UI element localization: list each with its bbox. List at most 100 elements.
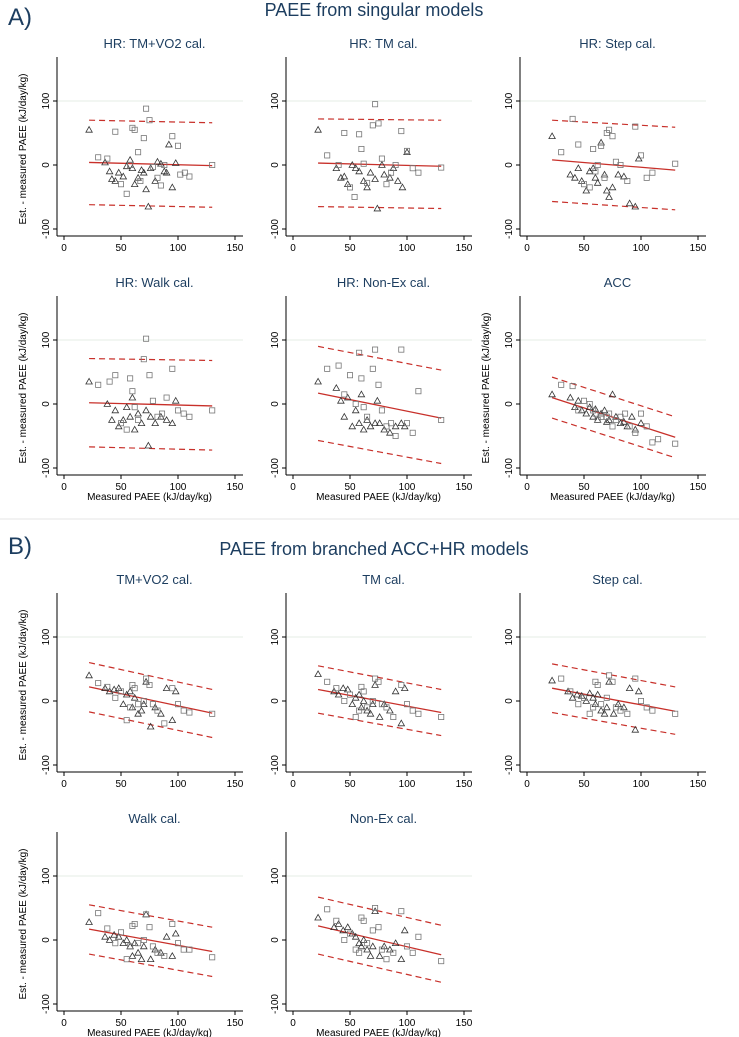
regression-line xyxy=(317,925,442,956)
square-point xyxy=(383,704,390,711)
square-point xyxy=(632,675,639,682)
y-tick-label: -100 xyxy=(504,755,515,775)
square-point xyxy=(95,910,102,917)
triangle-point xyxy=(348,700,357,707)
triangle-point xyxy=(142,185,150,193)
square-point xyxy=(409,165,416,172)
square-point xyxy=(209,161,216,168)
square-point xyxy=(378,407,385,414)
triangle-point xyxy=(597,138,605,146)
y-axis-label: Est. - measured PAEE (kJ/day/kg) xyxy=(18,610,29,761)
panel-title: Non-Ex cal. xyxy=(350,811,417,826)
x-tick-label: 100 xyxy=(399,779,416,790)
square-point xyxy=(169,365,176,372)
triangle-point xyxy=(128,951,137,959)
triangle-point xyxy=(600,406,609,414)
x-tick-label: 150 xyxy=(456,779,473,790)
square-point xyxy=(135,416,142,423)
square-point xyxy=(333,685,340,692)
square-point xyxy=(146,117,153,124)
square-point xyxy=(169,921,176,928)
x-tick-label: 100 xyxy=(170,779,187,790)
chart-panel: HR: Non-Ex cal.0 50 100 150-1000100Measured… xyxy=(270,275,473,503)
square-point xyxy=(392,161,399,168)
triangle-point xyxy=(128,393,137,401)
triangle-point xyxy=(359,696,368,704)
triangle-point xyxy=(85,377,93,385)
y-tick-label: 100 xyxy=(41,92,52,109)
square-point xyxy=(140,937,147,944)
triangle-point xyxy=(585,689,594,697)
square-point xyxy=(378,155,385,162)
square-point xyxy=(672,440,679,447)
x-tick-label: 0 xyxy=(524,779,530,790)
square-point xyxy=(209,407,216,414)
triangle-point xyxy=(130,939,139,946)
square-point xyxy=(575,141,582,148)
triangle-point xyxy=(582,409,591,417)
triangle-point xyxy=(146,722,155,730)
x-tick-label: 50 xyxy=(115,243,127,254)
square-point xyxy=(161,161,168,168)
loa-lower-line xyxy=(551,417,676,459)
x-tick-label: 100 xyxy=(170,1018,187,1029)
y-tick-label: -100 xyxy=(270,994,281,1014)
panel-title: Walk cal. xyxy=(128,811,180,826)
x-tick-label: 150 xyxy=(690,243,707,254)
square-point xyxy=(672,160,679,167)
triangle-point xyxy=(111,176,120,184)
triangle-point xyxy=(397,955,406,962)
square-point xyxy=(123,717,130,724)
square-point xyxy=(612,158,619,165)
square-point xyxy=(575,701,582,708)
square-point xyxy=(180,707,187,714)
square-point xyxy=(180,946,187,953)
loa-upper-line xyxy=(317,896,442,926)
square-point xyxy=(592,410,599,417)
y-tick-label: 0 xyxy=(41,401,52,407)
triangle-point xyxy=(314,125,322,133)
triangle-point xyxy=(332,383,341,391)
square-point xyxy=(594,161,601,168)
triangle-point xyxy=(597,706,605,714)
square-point xyxy=(335,161,342,168)
square-point xyxy=(131,921,138,928)
triangle-point xyxy=(602,703,611,711)
square-point xyxy=(118,688,125,695)
square-point xyxy=(346,691,353,698)
x-tick-label: 50 xyxy=(115,779,127,790)
x-tick-label: 0 xyxy=(61,482,67,493)
square-point xyxy=(163,394,170,401)
triangle-point xyxy=(631,725,640,733)
square-point xyxy=(581,397,588,404)
triangle-point xyxy=(566,170,575,178)
y-tick-label: 0 xyxy=(270,162,281,168)
square-point xyxy=(375,120,382,127)
triangle-point xyxy=(620,417,628,425)
square-point xyxy=(149,397,156,404)
triangle-point xyxy=(343,923,352,930)
x-tick-label: 100 xyxy=(170,243,187,254)
triangle-point xyxy=(314,377,322,385)
square-point xyxy=(558,675,565,682)
x-tick-label: 150 xyxy=(227,1018,244,1029)
loa-lower-line xyxy=(88,953,213,978)
square-point xyxy=(638,698,645,705)
triangle-point xyxy=(103,399,112,407)
square-point xyxy=(112,372,119,379)
x-tick-label: 50 xyxy=(344,482,356,493)
triangle-point xyxy=(336,396,345,404)
square-point xyxy=(324,906,331,913)
square-point xyxy=(174,142,181,149)
square-point xyxy=(356,949,363,956)
triangle-point xyxy=(602,417,611,425)
square-point xyxy=(123,190,130,197)
square-point xyxy=(149,163,156,170)
triangle-point xyxy=(371,419,379,426)
panels: HR: TM+VO2 cal. 0 50 100 150 -100 0 100 Est. - m… xyxy=(18,36,707,1037)
square-point xyxy=(95,381,102,388)
square-point xyxy=(372,675,379,682)
triangle-point xyxy=(111,406,120,414)
square-point xyxy=(169,133,176,140)
